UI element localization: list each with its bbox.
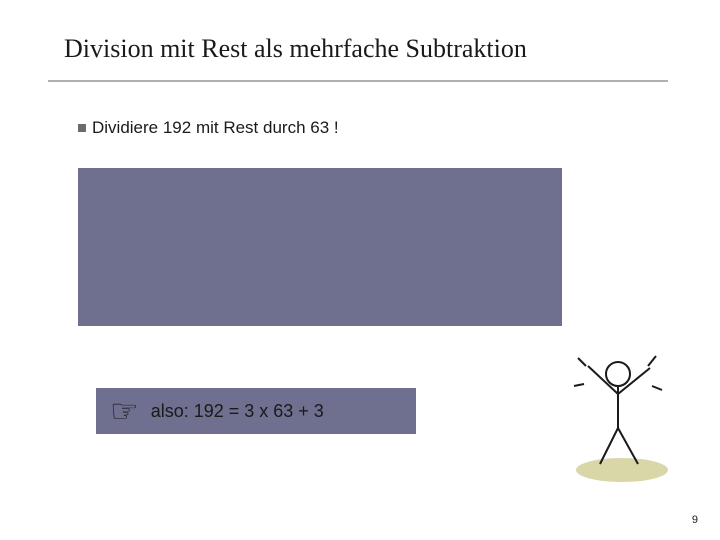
slide: { "title": { "text": "Division mit Rest … [0, 0, 720, 540]
bullet-instruction: Dividiere 192 mit Rest durch 63 ! [78, 118, 339, 138]
conclusion-box: ☞ also: 192 = 3 x 63 + 3 [96, 388, 416, 434]
page-number: 9 [692, 514, 698, 526]
bullet-text: Dividiere 192 mit Rest durch 63 ! [92, 118, 339, 138]
person-jumping-icon [560, 346, 680, 486]
calc-line: 3 < 63 [394, 438, 450, 461]
slide-title: Division mit Rest als mehrfache Subtrakt… [64, 34, 527, 64]
bullet-square-icon [78, 124, 86, 132]
title-underline [48, 80, 668, 82]
calculation-box: 192 - 63= 129 129 - 63= 66 66- 63 = 3 3 … [78, 168, 562, 326]
pointer-icon: ☞ [110, 392, 139, 430]
calc-line: 192 - 63= 129 [174, 354, 298, 377]
conclusion-text: also: 192 = 3 x 63 + 3 [151, 401, 324, 422]
